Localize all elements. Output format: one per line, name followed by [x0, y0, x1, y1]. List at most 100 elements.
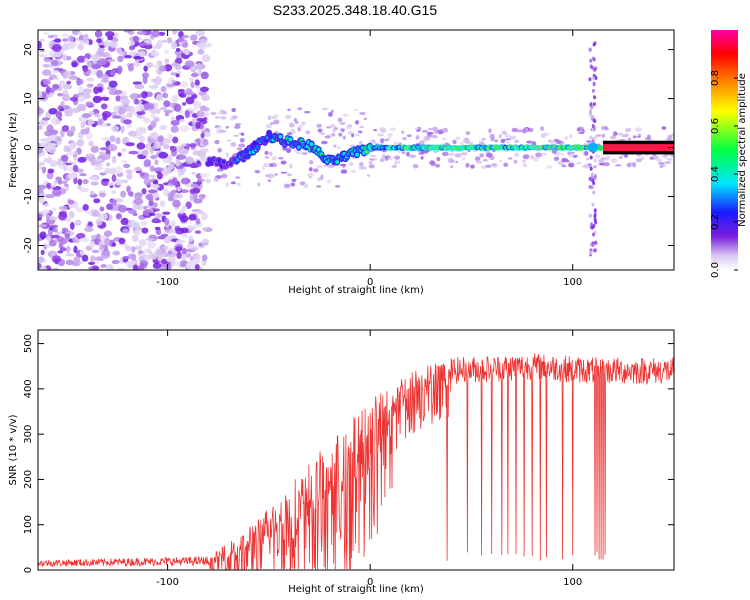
- noise-blob: [166, 37, 173, 44]
- noise-blob: [121, 98, 131, 105]
- scatter-blob: [485, 152, 493, 158]
- scatter-blob: [670, 154, 674, 158]
- scatter-blob: [489, 133, 495, 139]
- scatter-blob: [568, 153, 575, 158]
- scatter-blob: [619, 138, 626, 142]
- colorbar-tick-label: 0.2: [710, 214, 721, 230]
- scatter-blob: [254, 169, 261, 174]
- noise-blob: [99, 172, 107, 176]
- scatter-blob: [653, 155, 658, 159]
- noise-blob: [132, 81, 143, 85]
- noise-blob: [204, 42, 212, 48]
- noise-blob: [94, 30, 103, 38]
- noise-blob: [76, 232, 86, 240]
- scatter-blob: [387, 132, 393, 138]
- noise-blob: [131, 246, 136, 253]
- noise-blob: [79, 237, 90, 243]
- noise-blob: [189, 34, 198, 41]
- scatter-blob: [503, 162, 509, 167]
- y-tick-label: 500: [23, 334, 34, 353]
- noise-blob: [85, 101, 94, 107]
- noise-blob: [104, 237, 111, 246]
- scatter-blob: [452, 139, 457, 145]
- scatter-blob: [394, 160, 398, 166]
- noise-blob: [132, 167, 143, 171]
- noise-blob: [86, 77, 94, 82]
- noise-blob: [194, 79, 200, 86]
- noise-blob: [131, 234, 139, 242]
- scatter-blob: [415, 135, 420, 140]
- scatter-blob: [554, 139, 560, 142]
- noise-blob: [111, 200, 117, 206]
- track-core: [255, 145, 260, 150]
- noise-blob: [77, 156, 87, 163]
- noise-blob: [133, 198, 144, 205]
- noise-blob: [181, 205, 188, 212]
- scatter-blob: [333, 144, 337, 148]
- scatter-blob: [412, 163, 419, 169]
- snr-y-label: SNR (10 * v/v): [8, 414, 19, 485]
- scatter-blob: [659, 165, 664, 168]
- noise-blob: [146, 62, 154, 68]
- scatter-blob: [416, 129, 421, 132]
- noise-blob: [190, 258, 201, 265]
- noise-blob: [98, 57, 108, 66]
- noise-blob: [163, 100, 171, 108]
- noise-blob: [138, 239, 147, 247]
- scatter-blob: [437, 129, 444, 135]
- scatter-blob: [635, 158, 643, 163]
- spike-blob: [592, 57, 596, 62]
- noise-blob: [39, 162, 45, 166]
- spike-blob: [593, 214, 597, 219]
- noise-blob: [148, 174, 157, 178]
- noise-blob: [125, 142, 135, 147]
- noise-blob: [141, 90, 148, 99]
- scatter-blob: [307, 172, 314, 178]
- noise-blob: [59, 80, 65, 85]
- y-tick-label: -10: [23, 188, 34, 204]
- noise-blob: [179, 81, 189, 88]
- spike-blob: [589, 58, 593, 63]
- noise-blob: [121, 148, 127, 152]
- noise-blob: [44, 194, 55, 199]
- noise-blob: [78, 85, 84, 94]
- scatter-blob: [299, 124, 303, 129]
- noise-blob: [115, 137, 121, 145]
- spike-blob: [592, 42, 596, 47]
- noise-blob: [115, 95, 121, 102]
- noise-blob: [175, 145, 185, 153]
- scatter-blob: [354, 120, 360, 125]
- scatter-blob: [340, 128, 345, 133]
- noise-blob: [162, 188, 170, 196]
- noise-blob: [199, 38, 208, 43]
- noise-blob: [132, 212, 138, 217]
- scatter-blob: [214, 139, 220, 145]
- scatter-blob: [287, 173, 292, 177]
- scatter-blob: [359, 111, 366, 116]
- scatter-blob: [231, 115, 238, 120]
- scatter-blob: [507, 157, 513, 160]
- noise-blob: [152, 217, 160, 223]
- noise-blob: [158, 65, 167, 72]
- noise-blob: [176, 70, 182, 75]
- noise-blob: [88, 261, 95, 266]
- noise-blob: [170, 120, 180, 126]
- noise-blob: [64, 110, 74, 117]
- scatter-blob: [285, 114, 292, 120]
- noise-blob: [38, 223, 48, 228]
- noise-blob: [62, 71, 67, 80]
- scatter-blob: [316, 123, 323, 128]
- scatter-blob: [321, 140, 328, 145]
- noise-blob: [161, 39, 168, 43]
- noise-blob: [163, 236, 173, 244]
- colorbar: 0.0 0.2 0.4 0.6 0.8 Normalized spectral ampl…: [710, 30, 748, 278]
- noise-blob: [177, 173, 182, 178]
- noise-blob: [48, 108, 58, 115]
- noise-blob: [89, 240, 96, 249]
- noise-blob: [85, 127, 90, 134]
- noise-blob: [65, 259, 74, 266]
- noise-blob: [49, 88, 58, 92]
- noise-blob: [179, 125, 190, 133]
- noise-blob: [163, 143, 170, 150]
- scatter-blob: [625, 164, 632, 167]
